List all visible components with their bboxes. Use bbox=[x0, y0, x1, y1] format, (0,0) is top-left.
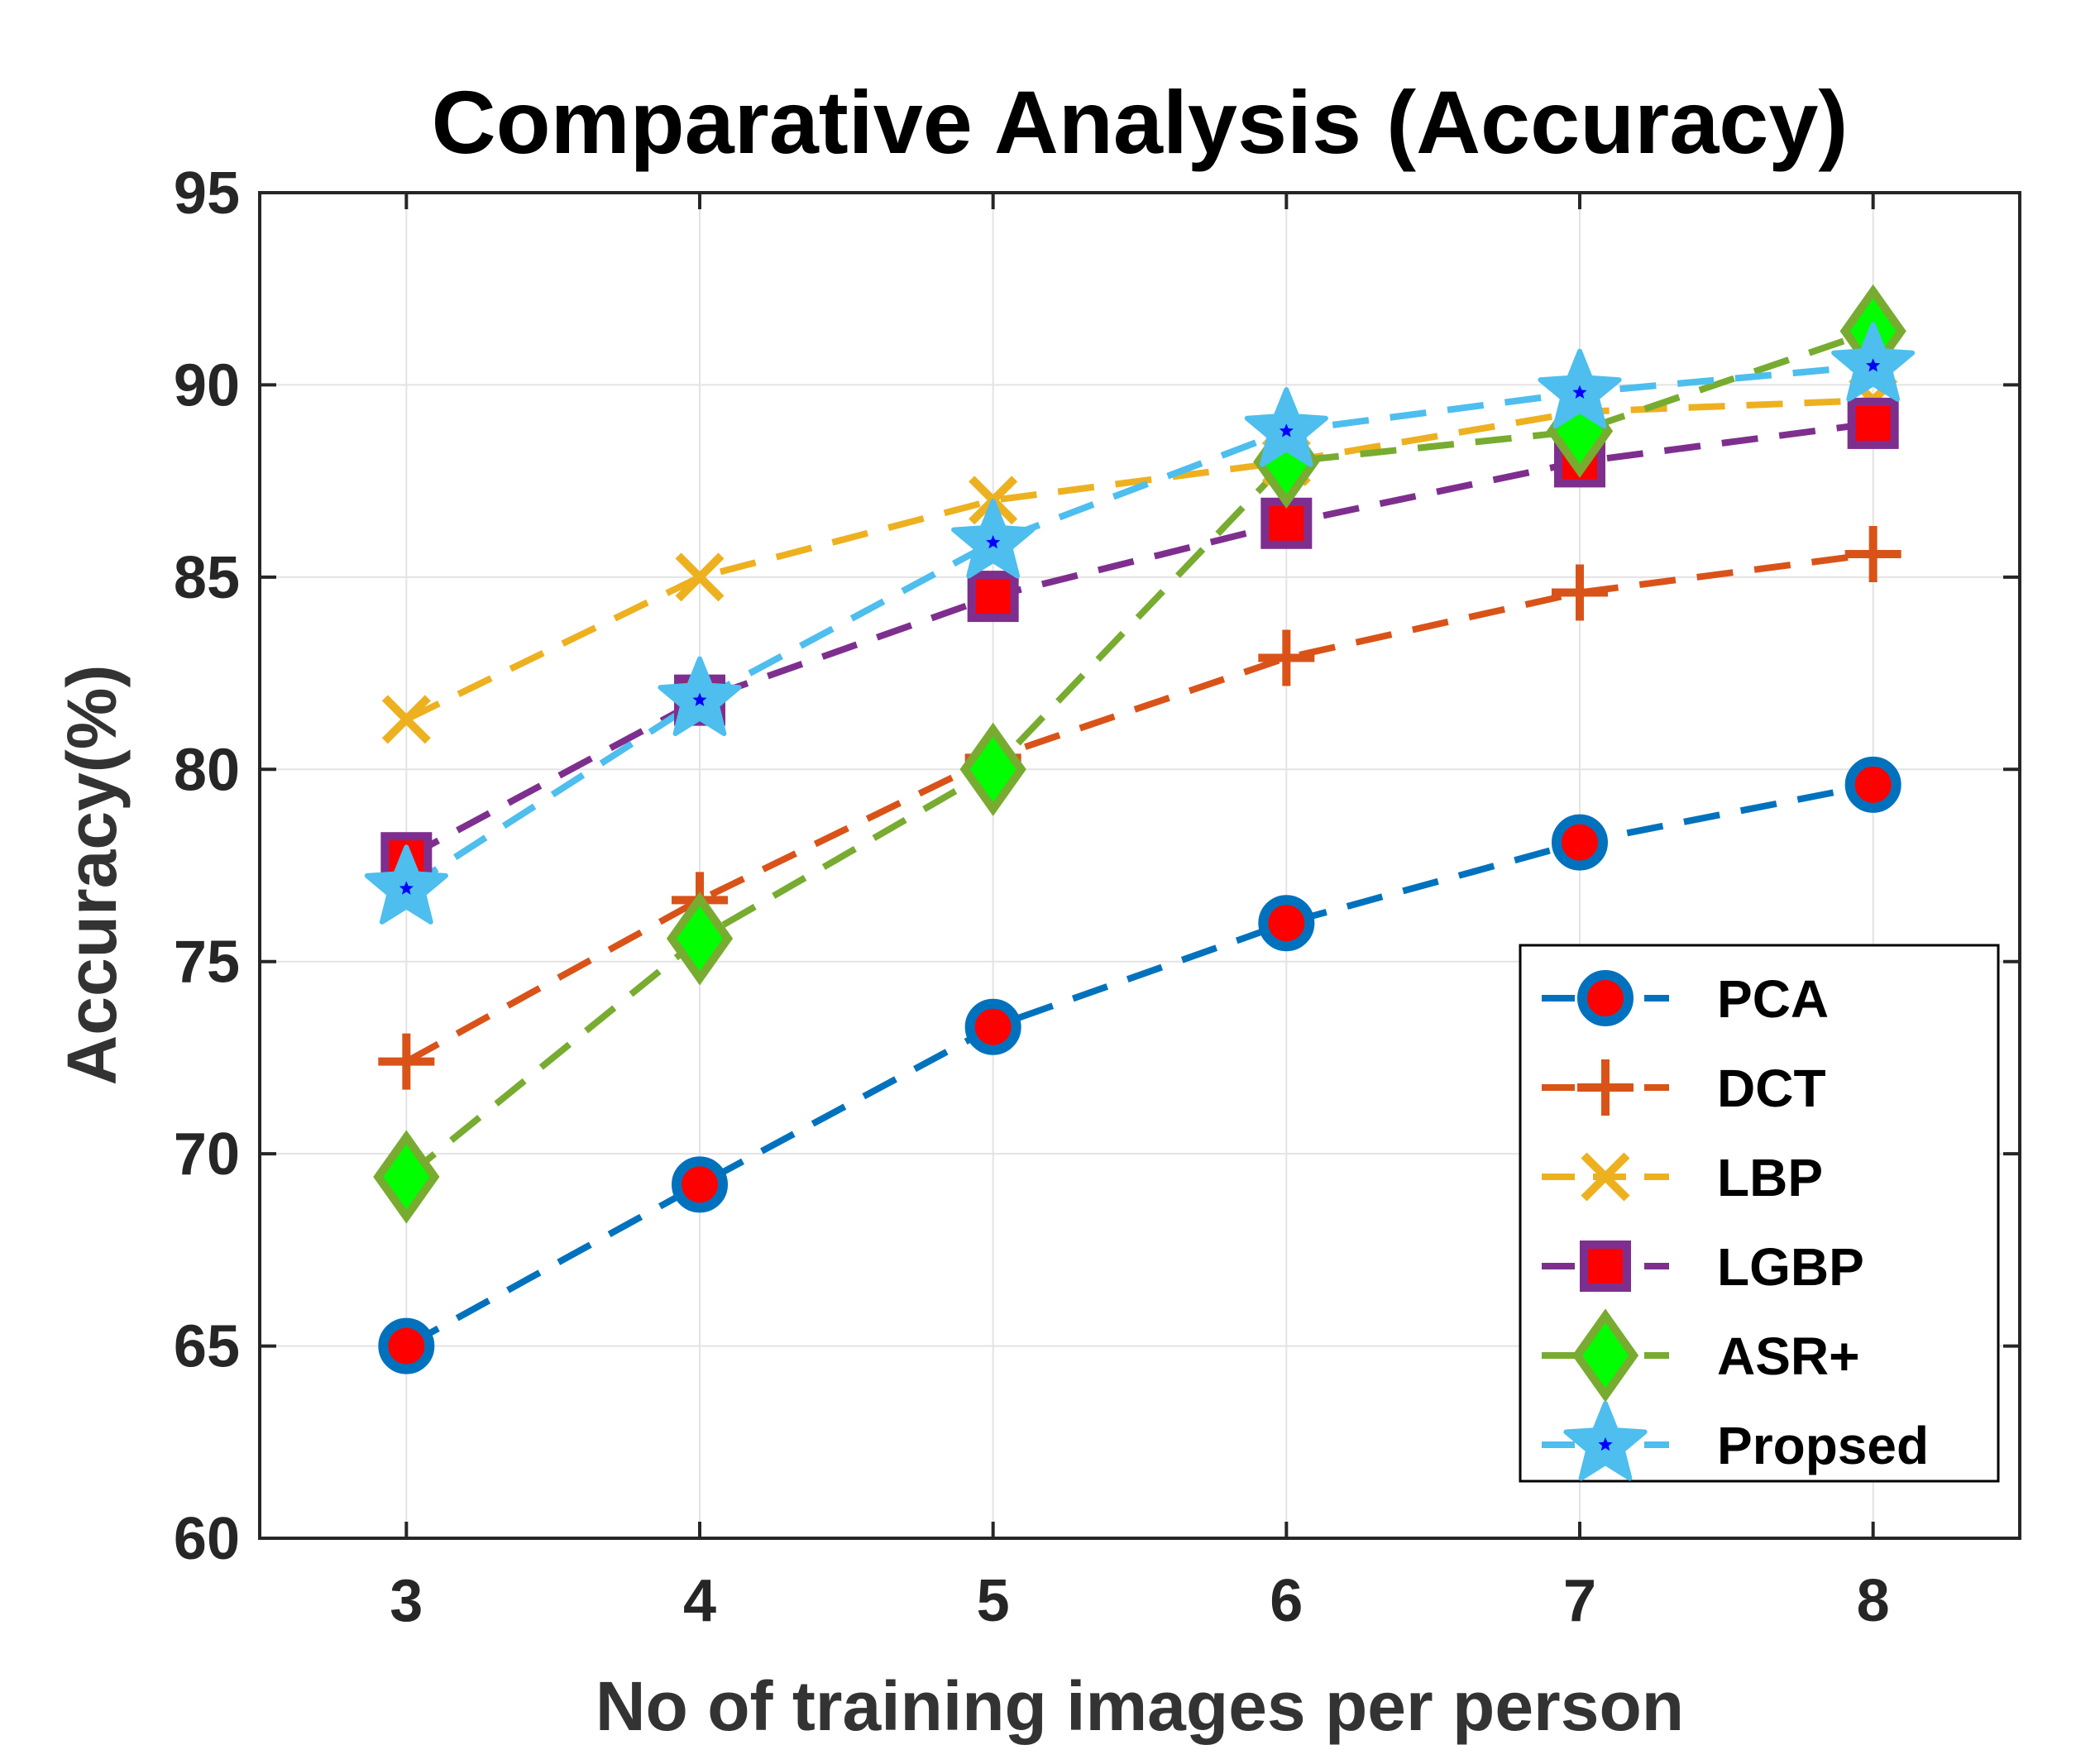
legend-label-pca: PCA bbox=[1717, 969, 1829, 1029]
legend-label-dct: DCT bbox=[1717, 1059, 1826, 1118]
series-lines bbox=[404, 327, 1874, 1350]
data-point-asr bbox=[666, 892, 734, 986]
x-tick-label: 8 bbox=[1857, 1568, 1890, 1634]
y-tick-label: 90 bbox=[174, 352, 240, 418]
star-marker-center bbox=[986, 535, 1001, 549]
x-tick-label: 4 bbox=[683, 1568, 716, 1634]
legend-label-propsed: Propsed bbox=[1717, 1416, 1929, 1475]
series-line-propsed bbox=[404, 362, 1874, 892]
data-point-lgbp bbox=[1260, 497, 1313, 549]
y-tick-label: 70 bbox=[174, 1121, 240, 1188]
star-marker-center bbox=[1279, 423, 1294, 437]
data-point-propsed bbox=[658, 656, 742, 737]
data-point-dct bbox=[1258, 629, 1315, 686]
legend-label-lgbp: LGBP bbox=[1717, 1237, 1864, 1297]
data-point-dct bbox=[378, 1033, 435, 1090]
y-tick-label: 95 bbox=[174, 160, 240, 227]
data-point-pca bbox=[378, 1317, 435, 1374]
axis-ticks: 3 4 5 6 7 8 60 65 70 75 80 85 90 95 bbox=[174, 160, 2020, 1634]
data-point-lgbp bbox=[967, 571, 1019, 623]
series-markers bbox=[364, 284, 1916, 1374]
x-marker-stroke bbox=[381, 695, 431, 744]
star-marker-center bbox=[692, 692, 707, 706]
star-marker-center bbox=[1572, 385, 1587, 399]
star-marker-center bbox=[1866, 358, 1881, 372]
legend-marker-lgbp bbox=[1580, 1241, 1631, 1292]
data-point-dct bbox=[1552, 564, 1608, 621]
y-tick-label: 75 bbox=[174, 930, 240, 996]
y-axis-label: Accuracy(%) bbox=[53, 665, 131, 1086]
star-marker-center bbox=[1598, 1437, 1613, 1451]
data-point-pca bbox=[1844, 756, 1901, 813]
data-point-propsed bbox=[951, 499, 1036, 579]
data-point-dct bbox=[1844, 525, 1901, 582]
legend-marker-pca bbox=[1577, 970, 1634, 1026]
data-point-propsed bbox=[364, 844, 448, 925]
x-marker-stroke bbox=[675, 552, 725, 602]
data-point-pca bbox=[964, 998, 1021, 1055]
data-point-asr bbox=[373, 1130, 440, 1224]
data-point-propsed bbox=[1831, 322, 1916, 402]
data-point-propsed bbox=[1244, 387, 1328, 467]
x-tick-label: 6 bbox=[1270, 1568, 1303, 1634]
series-line-lbp bbox=[404, 397, 1873, 723]
y-tick-label: 65 bbox=[174, 1314, 240, 1380]
star-marker-center bbox=[399, 881, 414, 895]
series-line-dct bbox=[404, 551, 1874, 1065]
x-axis-label: No of training images per person bbox=[596, 1667, 1684, 1745]
series-line-asr bbox=[404, 327, 1874, 1180]
data-point-lgbp bbox=[1847, 397, 1899, 449]
legend-marker-propsed bbox=[1563, 1401, 1648, 1481]
legend: PCA DCT LBP LGBP ASR+ Propsed bbox=[1519, 944, 2000, 1483]
plot-area-frame bbox=[258, 191, 2021, 1540]
data-point-lbp bbox=[675, 552, 725, 602]
series-line-pca bbox=[404, 781, 1874, 1350]
legend-label-lbp: LBP bbox=[1717, 1148, 1823, 1207]
series-line-lgbp bbox=[404, 419, 1874, 861]
y-tick-label: 80 bbox=[174, 737, 240, 803]
y-tick-label: 60 bbox=[174, 1506, 240, 1572]
x-marker-stroke bbox=[1581, 1152, 1630, 1202]
legend-marker-asr bbox=[1571, 1308, 1639, 1403]
y-tick-label: 85 bbox=[174, 545, 240, 611]
x-tick-label: 3 bbox=[390, 1568, 423, 1634]
data-point-pca bbox=[1552, 814, 1608, 871]
x-tick-label: 5 bbox=[977, 1568, 1010, 1634]
data-point-lbp bbox=[381, 695, 431, 744]
legend-marker-lbp bbox=[1581, 1152, 1630, 1202]
legend-marker-dct bbox=[1577, 1059, 1634, 1116]
chart-title: Comparative Analysis (Accuracy) bbox=[432, 72, 1849, 172]
data-point-propsed bbox=[1538, 348, 1622, 429]
data-point-asr bbox=[959, 722, 1026, 816]
data-point-pca bbox=[1258, 895, 1315, 952]
legend-label-asr: ASR+ bbox=[1717, 1327, 1860, 1386]
x-tick-label: 7 bbox=[1563, 1568, 1596, 1634]
data-point-pca bbox=[672, 1156, 728, 1213]
